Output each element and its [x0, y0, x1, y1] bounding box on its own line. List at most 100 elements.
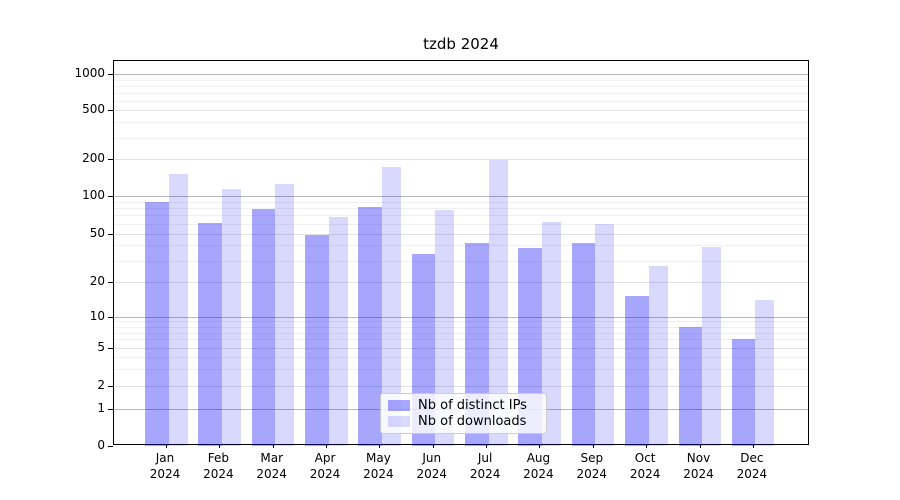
gridline	[114, 282, 808, 283]
y-tick-label: 100	[82, 188, 105, 202]
legend-swatch-distinct-ips	[388, 400, 410, 412]
gridline-minor	[114, 223, 808, 225]
gridline-minor	[114, 245, 808, 247]
x-tick-label: Oct 2024	[629, 451, 661, 481]
y-tick	[108, 347, 113, 349]
y-tick-label: 1	[97, 400, 105, 415]
x-tick	[699, 444, 701, 448]
gridline-minor	[114, 356, 808, 358]
y-tick	[108, 316, 113, 318]
bar-distinct-ips-dec-2024	[731, 339, 756, 446]
bar-distinct-ips-may-2024	[358, 207, 382, 446]
legend-swatch-downloads	[388, 415, 410, 427]
bar-downloads-may-2024	[381, 166, 401, 446]
x-tick	[272, 444, 274, 448]
gridline-minor	[114, 208, 808, 210]
y-tick	[108, 159, 113, 161]
gridline-minor	[114, 321, 808, 323]
x-tick-label: Mar 2024	[256, 451, 287, 481]
x-tick-label: Apr 2024	[309, 451, 341, 481]
bar-downloads-dec-2024	[755, 299, 775, 446]
y-tick-label: 0	[97, 438, 105, 452]
bar-downloads-jan-2024	[168, 173, 188, 446]
bar-distinct-ips-mar-2024	[251, 208, 276, 446]
gridline-minor	[114, 79, 808, 81]
bar-downloads-jul-2024	[488, 159, 508, 446]
x-tick-label: Jan 2024	[149, 451, 181, 481]
x-tick-label: May 2024	[363, 451, 394, 481]
bar-downloads-jun-2024	[435, 210, 455, 446]
bar-downloads-sep-2024	[595, 223, 615, 446]
gridline-minor	[114, 326, 808, 328]
gridline	[114, 233, 808, 235]
bar-downloads-feb-2024	[221, 188, 241, 446]
chart-title: tzdb 2024	[423, 35, 499, 53]
x-tick-label: Jul 2024	[469, 451, 501, 481]
bar-distinct-ips-feb-2024	[198, 222, 222, 446]
gridline-minor	[114, 122, 808, 124]
legend-entry-downloads: Nb of downloads	[388, 414, 538, 430]
bar-downloads-mar-2024	[275, 184, 295, 446]
gridline	[114, 386, 808, 387]
y-tick-label: 10	[89, 308, 105, 323]
y-tick	[108, 386, 113, 387]
x-tick-label: Sep 2024	[576, 451, 608, 481]
y-tick-label: 5	[97, 339, 105, 354]
bar-downloads-aug-2024	[541, 222, 561, 446]
gridline-major	[114, 316, 808, 318]
gridline-minor	[114, 260, 808, 262]
y-tick	[108, 196, 113, 197]
legend-entry-distinct-ips: Nb of distinct IPs	[388, 398, 538, 414]
gridline-minor	[114, 368, 808, 370]
y-tick-label: 500	[82, 102, 105, 117]
y-tick	[108, 282, 113, 283]
x-tick	[592, 444, 594, 448]
y-tick-label: 1000	[74, 66, 105, 81]
gridline-minor	[114, 201, 808, 203]
x-tick	[486, 444, 488, 448]
y-tick	[108, 233, 113, 235]
y-tick-label: 20	[89, 274, 105, 288]
gridline-minor	[114, 215, 808, 217]
legend-label-distinct-ips: Nb of distinct IPs	[418, 398, 527, 414]
x-tick	[432, 444, 434, 448]
x-tick	[752, 444, 754, 448]
x-tick-label: Feb 2024	[203, 451, 234, 481]
x-tick-label: Jun 2024	[416, 451, 448, 481]
x-tick	[326, 444, 328, 448]
gridline-minor	[114, 339, 808, 341]
bar-downloads-apr-2024	[328, 216, 348, 446]
bar-distinct-ips-nov-2024	[678, 326, 702, 446]
y-tick-label: 2	[97, 378, 105, 392]
x-tick-label: Aug 2024	[523, 451, 554, 481]
x-tick	[646, 444, 648, 448]
gridline-minor	[114, 85, 808, 87]
gridline	[114, 110, 808, 112]
gridline-minor	[114, 92, 808, 94]
gridline-minor	[114, 332, 808, 334]
x-tick	[219, 444, 221, 448]
bar-distinct-ips-jan-2024	[145, 201, 169, 446]
gridline	[114, 347, 808, 349]
plot-area: Nb of distinct IPs Nb of downloads	[108, 60, 809, 448]
y-tick-label: 200	[82, 151, 105, 166]
x-tick-label: Dec 2024	[736, 451, 768, 481]
bar-downloads-nov-2024	[702, 246, 721, 446]
y-tick	[108, 110, 113, 112]
y-tick	[108, 408, 113, 410]
gridline-major	[114, 196, 808, 197]
y-tick	[108, 446, 113, 447]
bar-distinct-ips-sep-2024	[571, 242, 596, 446]
bar-distinct-ips-oct-2024	[625, 296, 649, 446]
x-tick	[379, 444, 381, 448]
x-tick	[166, 444, 167, 448]
bar-distinct-ips-apr-2024	[305, 234, 329, 446]
gridline-minor	[114, 100, 808, 102]
y-tick-label: 50	[89, 225, 105, 240]
y-tick	[108, 74, 113, 76]
legend: Nb of distinct IPs Nb of downloads	[380, 393, 547, 434]
bar-downloads-oct-2024	[648, 266, 668, 446]
x-tick-label: Nov 2024	[683, 451, 714, 481]
x-tick	[539, 444, 541, 448]
